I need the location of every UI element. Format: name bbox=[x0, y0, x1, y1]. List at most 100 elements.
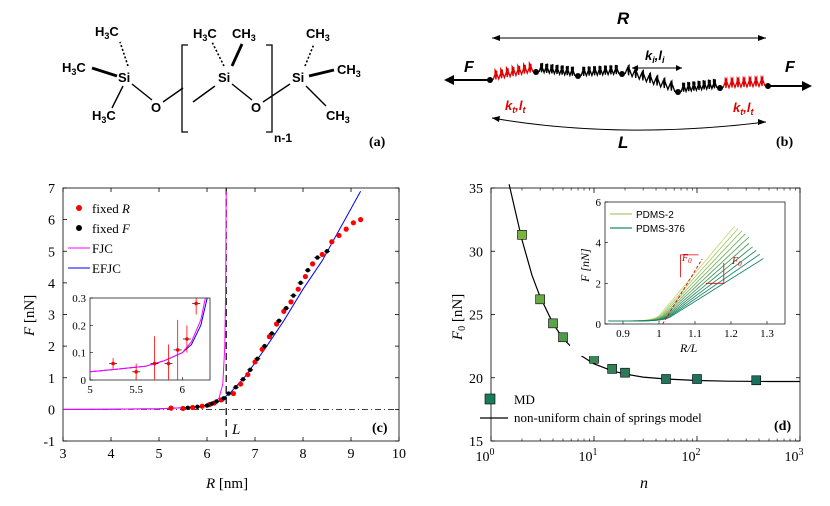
x-tick-label: 8 bbox=[300, 447, 307, 462]
fixed-r-point bbox=[199, 403, 205, 409]
inset-fjc bbox=[89, 297, 206, 373]
si-left: Si bbox=[118, 70, 130, 85]
y-tick-label: 25 bbox=[469, 309, 483, 324]
md-point bbox=[751, 375, 762, 386]
fixed-r-point bbox=[288, 299, 294, 305]
fixed-f-point bbox=[226, 391, 231, 396]
fixed-f-point bbox=[269, 331, 274, 336]
fixed-f-point bbox=[185, 405, 190, 410]
spring bbox=[680, 78, 718, 94]
y-tick-label: 4 bbox=[48, 277, 55, 292]
inset-slope-marker bbox=[705, 263, 725, 284]
fixed-f-point bbox=[305, 268, 310, 273]
md-point bbox=[548, 318, 558, 329]
svg-text:fixed R: fixed R bbox=[92, 201, 130, 216]
spring bbox=[624, 63, 676, 93]
panel-b-springs: R ki,li F F kt,lt kt,lt L (b) bbox=[444, 9, 812, 152]
fixed-r-point bbox=[238, 381, 244, 387]
si-mid: Si bbox=[218, 70, 230, 85]
inset-y-tick-label: 0 bbox=[596, 319, 602, 331]
spring bbox=[722, 74, 766, 90]
fixed-r-point bbox=[180, 405, 186, 412]
r-label: R bbox=[617, 9, 630, 28]
c-legend: fixed R fixed F FJC EFJC bbox=[68, 201, 131, 276]
fixed-r-point bbox=[358, 217, 364, 223]
ch3-top-right: CH3 bbox=[306, 26, 330, 43]
md-point bbox=[692, 374, 702, 384]
c-xlabel: R [nm] bbox=[205, 476, 248, 492]
c-vline-label: L bbox=[231, 422, 240, 438]
d-xlabel: n bbox=[640, 475, 648, 492]
spring-node bbox=[575, 73, 581, 79]
svg-text:EFJC: EFJC bbox=[92, 261, 121, 276]
model-line bbox=[508, 184, 800, 383]
x-tick-label: 10 bbox=[392, 447, 406, 462]
o-left: O bbox=[151, 100, 161, 115]
inset-x-tick-label: 6 bbox=[180, 384, 186, 396]
inset-x-tick-label: 1.1 bbox=[688, 328, 702, 340]
inset-y-tick-label: 4 bbox=[596, 238, 602, 250]
svg-text:PDMS-376: PDMS-376 bbox=[636, 224, 685, 235]
fixed-r-point bbox=[302, 273, 308, 280]
spring bbox=[580, 64, 620, 78]
l-label: L bbox=[618, 133, 628, 152]
fixed-r-point bbox=[230, 390, 236, 397]
md-point bbox=[558, 332, 568, 343]
inset-x-tick-label: 5 bbox=[87, 384, 93, 396]
d-panel-label: (d) bbox=[774, 419, 791, 434]
fixed-f-point bbox=[255, 356, 260, 361]
fixed-f-point bbox=[214, 399, 219, 404]
fixed-r-point bbox=[295, 286, 301, 292]
fixed-f-point bbox=[233, 385, 238, 390]
h3c-mid-top: H3C bbox=[193, 26, 217, 43]
fixed-r-point bbox=[190, 404, 196, 411]
spring-node bbox=[717, 85, 723, 91]
fixed-f-point bbox=[276, 318, 282, 324]
d-inset-ylabel: F [nN] bbox=[578, 248, 592, 283]
inset-y-tick-label: 6 bbox=[596, 197, 602, 209]
inset-x-tick-label: 5.5 bbox=[129, 384, 143, 396]
x-tick-label: 4 bbox=[108, 447, 115, 462]
inset-curve bbox=[608, 258, 764, 322]
inset-y-tick-label: 0.1 bbox=[72, 348, 86, 360]
c-ylabel: F [nN] bbox=[22, 295, 38, 337]
y-tick-label: 20 bbox=[469, 372, 483, 387]
x-tick-label: 3 bbox=[60, 447, 67, 462]
x-tick-label: 9 bbox=[348, 447, 355, 462]
y-tick-label: 6 bbox=[48, 214, 55, 229]
fixed-f-point bbox=[240, 377, 246, 382]
spring bbox=[538, 62, 576, 78]
inset-x-tick-label: 1.2 bbox=[724, 328, 738, 340]
ch3-bottom-right: CH3 bbox=[326, 108, 350, 125]
f-left-label: F bbox=[464, 59, 475, 76]
x-tick-label: 7 bbox=[252, 447, 259, 462]
fixed-f-point bbox=[204, 403, 210, 408]
fixed-r-point bbox=[336, 232, 342, 239]
svg-text:FJC: FJC bbox=[92, 241, 113, 256]
y-tick-label: 35 bbox=[469, 182, 483, 197]
svg-text:MD: MD bbox=[514, 392, 535, 407]
fixed-r-point bbox=[343, 226, 349, 232]
svg-text:non-uniform chain of springs m: non-uniform chain of springs model bbox=[514, 410, 702, 425]
h3c-bottom-left: H3C bbox=[92, 108, 116, 125]
y-tick-label: 2 bbox=[48, 340, 55, 355]
svg-text:PDMS-2: PDMS-2 bbox=[636, 210, 674, 221]
spring-node bbox=[765, 83, 771, 89]
fixed-r-point bbox=[310, 261, 316, 267]
h3c-mid-left: H3C bbox=[62, 60, 86, 77]
c-panel-label: (c) bbox=[372, 421, 388, 436]
fixed-f-point bbox=[209, 401, 214, 406]
x-tick-label: 6 bbox=[204, 447, 211, 462]
kt-lt-right: kt,lt bbox=[733, 100, 754, 117]
svg-text:F0: F0 bbox=[681, 253, 692, 265]
fixed-r-point bbox=[245, 371, 251, 378]
o-right: O bbox=[251, 100, 261, 115]
inset-point bbox=[152, 361, 157, 366]
fixed-f-point bbox=[195, 404, 200, 410]
panel-b-label: (b) bbox=[776, 135, 793, 150]
inset-point bbox=[194, 301, 198, 306]
d-inset: 0.9 1 1.1 1.2 1.3 0 2 4 6 PDMS-2 PDMS-376 R/L F … bbox=[570, 196, 795, 356]
spring-node bbox=[533, 69, 539, 75]
inset-y-tick-label: 0.2 bbox=[72, 320, 86, 332]
